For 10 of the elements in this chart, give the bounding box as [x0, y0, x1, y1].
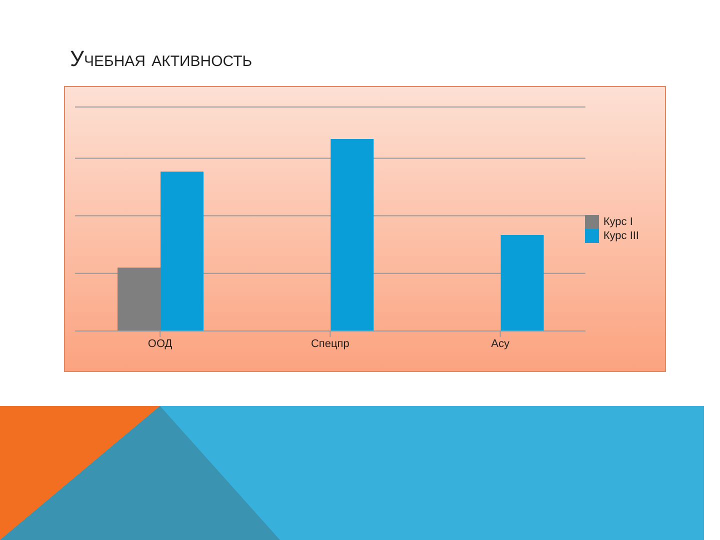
bar [160, 172, 204, 331]
x-tick-label: ООД [148, 338, 173, 350]
bar [330, 139, 374, 331]
legend-label: Курс III [603, 230, 639, 242]
bar [500, 235, 544, 331]
chart-title: Учебная активность [70, 46, 252, 72]
x-tick-label: Спецпр [310, 338, 350, 350]
bar [118, 268, 161, 331]
legend-label: Курс I [603, 216, 633, 228]
x-tick-label: Асу [491, 338, 510, 350]
